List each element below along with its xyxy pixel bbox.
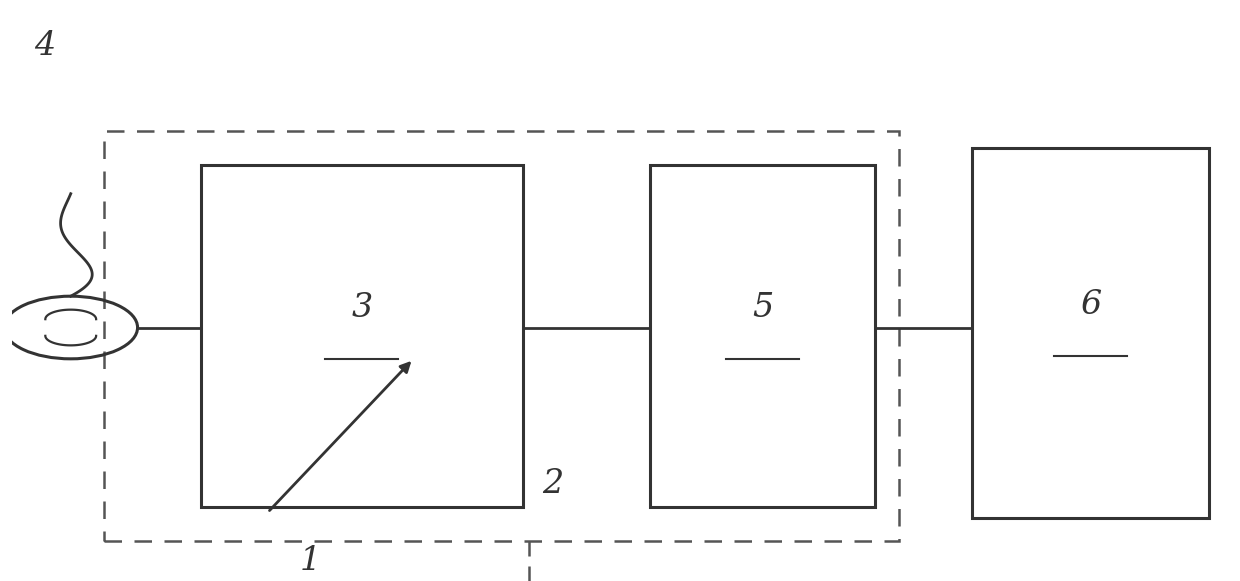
Bar — [972, 148, 1209, 518]
Text: 2: 2 — [543, 468, 564, 500]
Text: 5: 5 — [753, 292, 774, 324]
Text: 3: 3 — [351, 292, 372, 324]
Bar — [201, 165, 523, 507]
Text: 1: 1 — [300, 545, 321, 577]
Bar — [103, 131, 899, 541]
Bar — [650, 165, 875, 507]
Text: 6: 6 — [1080, 289, 1101, 321]
Text: 4: 4 — [35, 30, 56, 62]
